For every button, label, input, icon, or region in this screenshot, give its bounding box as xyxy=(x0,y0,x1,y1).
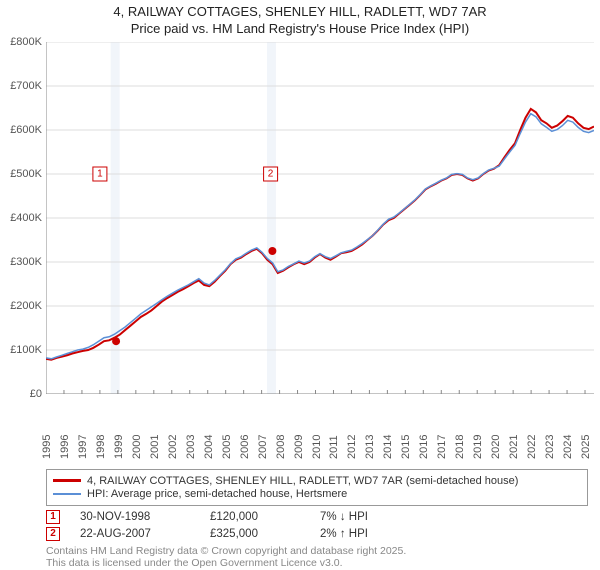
annotation-marker-icon: 2 xyxy=(46,527,60,541)
footer-line2: This data is licensed under the Open Gov… xyxy=(46,557,588,570)
x-axis-tick: 2014 xyxy=(382,434,394,458)
y-axis-tick: £0 xyxy=(30,388,46,400)
x-axis-tick: 2024 xyxy=(562,434,574,458)
x-axis-tick: 2023 xyxy=(544,434,556,458)
svg-text:1: 1 xyxy=(97,168,103,179)
x-axis-tick: 2004 xyxy=(203,434,215,458)
x-axis-tick: 2013 xyxy=(364,434,376,458)
x-axis-tick: 1995 xyxy=(41,434,53,458)
x-axis-tick: 1996 xyxy=(59,434,71,458)
x-axis-tick: 2008 xyxy=(275,434,287,458)
plot-area: 12 £0£100K£200K£300K£400K£500K£600K£700K… xyxy=(46,42,588,427)
x-axis-tick: 2002 xyxy=(167,434,179,458)
x-axis-tick: 2006 xyxy=(239,434,251,458)
footer-line1: Contains HM Land Registry data © Crown c… xyxy=(46,545,588,558)
x-axis-tick: 2018 xyxy=(454,434,466,458)
x-axis-tick: 2012 xyxy=(346,434,358,458)
x-axis-tick: 2022 xyxy=(526,434,538,458)
x-axis-tick: 2015 xyxy=(400,434,412,458)
x-axis: 1995199619971998199920002001200220032004… xyxy=(46,427,588,463)
annotation-marker-icon: 1 xyxy=(46,510,60,524)
x-axis-tick: 2021 xyxy=(508,434,520,458)
x-axis-tick: 2011 xyxy=(328,435,340,459)
x-axis-tick: 2009 xyxy=(293,434,305,458)
x-axis-tick: 1999 xyxy=(113,434,125,458)
x-axis-tick: 2003 xyxy=(185,434,197,458)
x-axis-tick: 2000 xyxy=(131,434,143,458)
annotation-row: 2 22-AUG-2007 £325,000 2% ↑ HPI xyxy=(46,527,588,541)
x-axis-tick: 1997 xyxy=(77,434,89,458)
legend-label: HPI: Average price, semi-detached house,… xyxy=(87,488,347,500)
legend-label: 4, RAILWAY COTTAGES, SHENLEY HILL, RADLE… xyxy=(87,475,518,487)
annotation-pct: 7% ↓ HPI xyxy=(320,511,430,523)
x-axis-tick: 2010 xyxy=(311,434,323,458)
chart-title-line2: Price paid vs. HM Land Registry's House … xyxy=(4,21,596,38)
x-axis-tick: 2017 xyxy=(436,434,448,458)
chart-svg: 12 xyxy=(46,42,594,394)
footer-attribution: Contains HM Land Registry data © Crown c… xyxy=(46,545,588,570)
y-axis-tick: £200K xyxy=(10,300,46,312)
y-axis-tick: £700K xyxy=(10,80,46,92)
y-axis-tick: £300K xyxy=(10,256,46,268)
y-axis-tick: £800K xyxy=(10,36,46,48)
x-axis-tick: 2020 xyxy=(490,434,502,458)
legend-swatch-icon xyxy=(53,493,81,495)
annotation-price: £120,000 xyxy=(210,511,300,523)
x-axis-tick: 1998 xyxy=(95,434,107,458)
legend-swatch-icon xyxy=(53,479,81,482)
x-axis-tick: 2001 xyxy=(149,434,161,458)
legend: 4, RAILWAY COTTAGES, SHENLEY HILL, RADLE… xyxy=(46,469,588,506)
annotations-table: 1 30-NOV-1998 £120,000 7% ↓ HPI 2 22-AUG… xyxy=(46,510,588,541)
y-axis-tick: £500K xyxy=(10,168,46,180)
x-axis-tick: 2007 xyxy=(257,434,269,458)
x-axis-tick: 2025 xyxy=(580,434,592,458)
x-axis-tick: 2016 xyxy=(418,434,430,458)
annotation-date: 30-NOV-1998 xyxy=(80,511,190,523)
annotation-row: 1 30-NOV-1998 £120,000 7% ↓ HPI xyxy=(46,510,588,524)
svg-text:2: 2 xyxy=(268,168,274,179)
annotation-price: £325,000 xyxy=(210,528,300,540)
x-axis-tick: 2019 xyxy=(472,434,484,458)
y-axis-tick: £600K xyxy=(10,124,46,136)
x-axis-tick: 2005 xyxy=(221,434,233,458)
y-axis-tick: £400K xyxy=(10,212,46,224)
legend-item-hpi: HPI: Average price, semi-detached house,… xyxy=(53,488,581,500)
legend-item-property: 4, RAILWAY COTTAGES, SHENLEY HILL, RADLE… xyxy=(53,475,581,487)
annotation-pct: 2% ↑ HPI xyxy=(320,528,430,540)
chart-title-line1: 4, RAILWAY COTTAGES, SHENLEY HILL, RADLE… xyxy=(4,4,596,21)
y-axis-tick: £100K xyxy=(10,344,46,356)
annotation-date: 22-AUG-2007 xyxy=(80,528,190,540)
